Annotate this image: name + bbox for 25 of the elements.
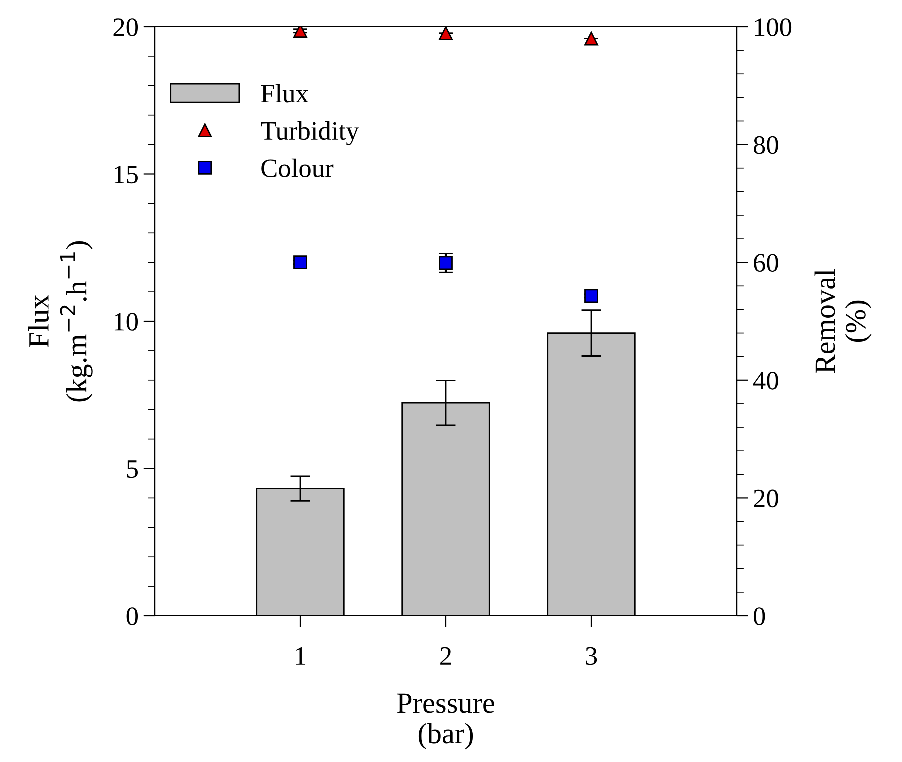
- y-tick-label: 15: [114, 166, 138, 184]
- y2-tick-label: 80: [754, 136, 778, 154]
- y2-axis-title: Removal (%): [814, 269, 872, 374]
- legend-label: Flux: [261, 84, 309, 103]
- x-tick-label: 2: [440, 647, 452, 665]
- x-axis-title: Pressure (bar): [397, 694, 494, 750]
- y-tick-label: 10: [114, 313, 138, 331]
- y2-tick-label: 0: [754, 608, 766, 626]
- x-tick-label: 3: [586, 647, 598, 666]
- x-tick-label: 1: [296, 647, 306, 665]
- y2-tick-label: 60: [754, 254, 778, 272]
- y-tick-label: 5: [127, 460, 138, 478]
- point: [294, 256, 308, 270]
- y-axis-title: Flux (kg.m$^{−2}$.h$^{−1}$): [28, 242, 93, 402]
- y2-tick-label: 40: [753, 372, 778, 390]
- point: [439, 27, 453, 40]
- y-tick-label: 0: [126, 608, 138, 626]
- point: [584, 32, 598, 46]
- legend-label: Turbidity: [261, 122, 360, 146]
- y2-tick-label: 20: [754, 490, 778, 508]
- legend-label: Colour: [262, 158, 334, 178]
- y2-tick-label: 100: [755, 18, 792, 36]
- point: [584, 289, 598, 304]
- point: [439, 256, 453, 270]
- y-tick-label: 20: [114, 18, 138, 36]
